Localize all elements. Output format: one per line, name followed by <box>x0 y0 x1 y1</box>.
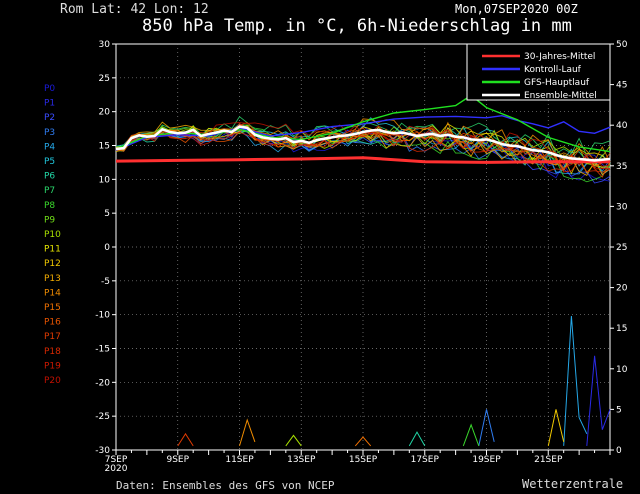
x-tick-label: 21SEP <box>534 455 563 465</box>
member-label-p18: P18 <box>44 347 61 357</box>
member-label-p5: P5 <box>44 157 55 167</box>
legend-box <box>466 43 611 101</box>
member-labels: P0 P1 P2 P3 P4 P5 P6 P7 P8 P9 P10 P11 P12 P13 P14 P15 P1… <box>44 84 61 386</box>
legend-label-2: GFS-Hauptlauf <box>524 78 590 88</box>
precip-line-p17 <box>177 432 194 447</box>
chart-title: 850 hPa Temp. in °C, 6h-Niederschlag in … <box>142 16 572 36</box>
y-axis-right-ticks: 0 5 10 15 20 25 30 35 40 45 50 <box>610 40 628 456</box>
precipitation-series <box>177 315 611 447</box>
y-right-tick-label: 45 <box>616 81 627 91</box>
legend-label-1: Kontroll-Lauf <box>524 65 582 75</box>
member-label-p7: P7 <box>44 186 55 196</box>
precip-line-p15 <box>354 436 372 447</box>
x-tick-label: 13SEP <box>287 455 316 465</box>
y-right-tick-label: 35 <box>616 162 627 172</box>
member-label-p6: P6 <box>44 172 55 182</box>
member-line-p14 <box>115 118 611 163</box>
y-right-tick-label: 30 <box>616 202 628 212</box>
precip-line-p6 <box>408 431 426 447</box>
member-label-p15: P15 <box>44 303 61 313</box>
x-tick-label: 15SEP <box>349 455 378 465</box>
y-right-tick-label: 20 <box>616 284 628 294</box>
x-tick-label: 9SEP <box>166 455 189 465</box>
member-label-p1: P1 <box>44 99 55 109</box>
brand-label: Wetterzentrale <box>522 477 624 491</box>
y-tick-label: -5 <box>101 277 110 287</box>
precip-line-p3 <box>478 409 495 447</box>
y-right-tick-label: 50 <box>616 40 628 50</box>
run-date-label: Mon,07SEP2020 00Z <box>455 2 578 16</box>
member-label-p8: P8 <box>44 201 55 211</box>
x-tick-label: 19SEP <box>472 455 501 465</box>
member-line-p4 <box>115 129 611 176</box>
plot-background <box>115 43 611 451</box>
location-label: Rom Lat: 42 Lon: 12 <box>60 2 209 17</box>
precip-line-p12 <box>547 409 565 447</box>
climate-mean-line <box>115 156 610 164</box>
member-label-p16: P16 <box>44 318 61 328</box>
y-axis-left-ticks: -30 -25 -20 -15 -10 -5 0 5 10 15 20 25 30 <box>95 40 116 456</box>
legend-label-0: 30-Jahres-Mittel <box>524 52 595 62</box>
y-right-tick-label: 25 <box>616 243 627 253</box>
y-right-tick-label: 15 <box>616 324 627 334</box>
x-year-label: 2020 <box>105 464 128 474</box>
y-tick-label: 25 <box>99 74 110 84</box>
member-label-p4: P4 <box>44 142 55 152</box>
member-label-p11: P11 <box>44 245 61 255</box>
x-tick-label: 7SEP <box>105 455 128 465</box>
y-tick-label: 20 <box>99 108 111 118</box>
member-label-p0: P0 <box>44 84 55 94</box>
source-label: Daten: Ensembles des GFS von NCEP <box>116 479 335 492</box>
legend: 30-Jahres-Mittel Kontroll-Lauf GFS-Hauptla… <box>466 43 611 101</box>
precip-line-p14 <box>239 418 256 447</box>
x-tick-label: 17SEP <box>411 455 440 465</box>
y-tick-label: -15 <box>95 345 110 355</box>
precip-line-p1 <box>586 355 611 446</box>
main-lines <box>115 94 611 164</box>
member-label-p14: P14 <box>44 288 61 298</box>
member-label-p10: P10 <box>44 230 61 240</box>
member-line-p18 <box>115 122 611 173</box>
y-tick-label: 5 <box>104 209 110 219</box>
member-line-p19 <box>115 131 610 170</box>
member-label-p3: P3 <box>44 128 55 138</box>
member-label-p20: P20 <box>44 376 61 386</box>
member-label-p2: P2 <box>44 113 55 123</box>
precip-line-p10 <box>285 434 302 447</box>
y-right-tick-label: 0 <box>616 446 622 456</box>
member-label-p17: P17 <box>44 332 61 342</box>
precip-line-p4 <box>563 315 588 446</box>
y-tick-label: 15 <box>99 142 110 152</box>
y-tick-label: -20 <box>95 378 110 388</box>
y-tick-label: 0 <box>104 243 110 253</box>
member-label-p19: P19 <box>44 361 61 371</box>
y-right-tick-label: 40 <box>616 121 628 131</box>
y-tick-label: -10 <box>95 311 110 321</box>
y-right-tick-label: 5 <box>616 405 622 415</box>
x-axis-ticks: 7SEP 9SEP 11SEP 13SEP 15SEP 17SEP 19SEP 21SEP 20… <box>105 450 611 474</box>
y-tick-label: -25 <box>95 412 110 422</box>
precip-line-p8 <box>462 423 480 447</box>
ensemble-mean-line <box>115 125 611 162</box>
member-label-p9: P9 <box>44 215 55 225</box>
legend-label-3: Ensemble-Mittel <box>524 91 597 101</box>
y-tick-label: 10 <box>99 175 111 185</box>
x-tick-label: 11SEP <box>225 455 254 465</box>
y-right-tick-label: 10 <box>616 365 628 375</box>
member-label-p13: P13 <box>44 274 61 284</box>
y-tick-label: -30 <box>95 446 110 456</box>
member-label-p12: P12 <box>44 259 61 269</box>
y-tick-label: 30 <box>99 40 111 50</box>
